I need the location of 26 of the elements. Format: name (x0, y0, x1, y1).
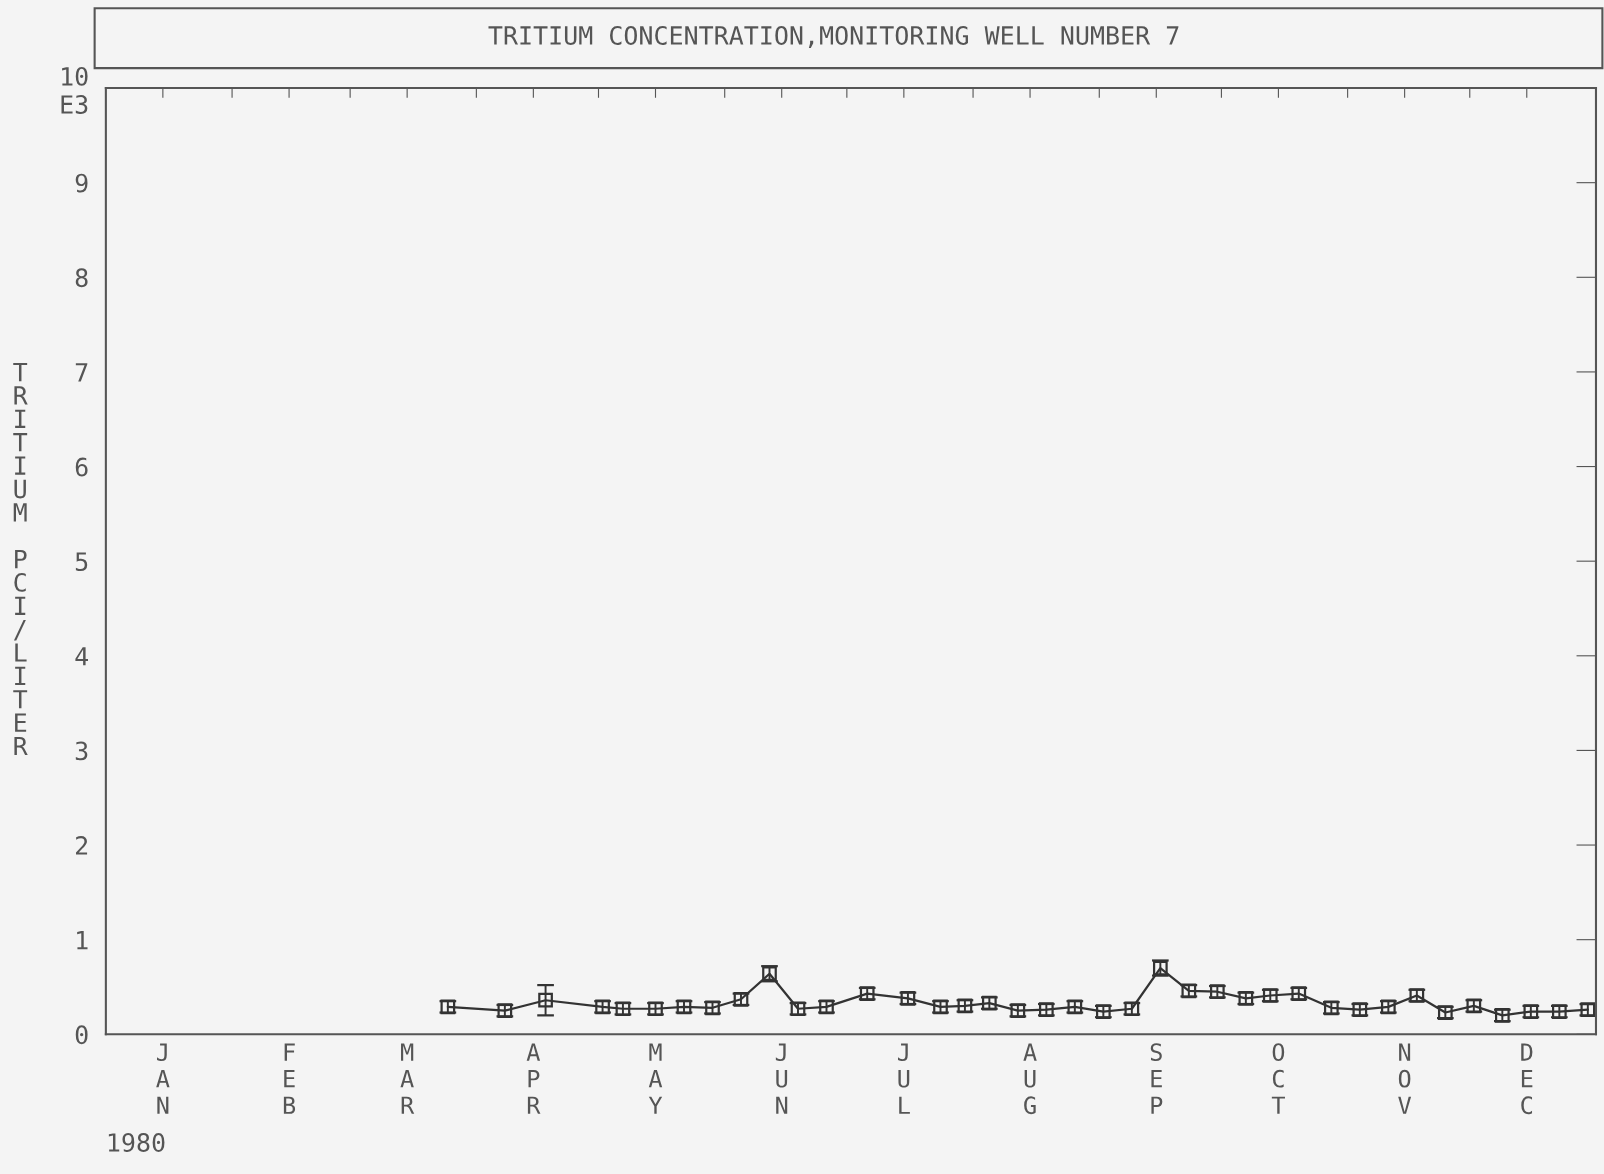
y-tick-label: 10 E3 (61, 66, 88, 114)
x-tick-label: APR (526, 1043, 541, 1114)
y-tick-label: 0 (75, 1025, 88, 1045)
x-tick-label: FEB (283, 1043, 296, 1114)
x-tick-label: OCT (1271, 1043, 1285, 1114)
y-tick-label: 3 (75, 741, 88, 761)
x-tick-label: DEC (1521, 1043, 1533, 1115)
y-tick-label: 6 (75, 457, 88, 477)
y-tick-label: 2 (76, 836, 88, 855)
y-tick-label: 8 (75, 268, 88, 288)
y-tick-label: 5 (75, 552, 88, 572)
x-tick-label: AUG (1023, 1043, 1037, 1115)
x-tick-label: JUL (898, 1043, 910, 1114)
text: 1980 (108, 1133, 165, 1152)
text: TRITIUM PCI/LITER (13, 362, 28, 756)
x-tick-label: JUN (775, 1043, 788, 1114)
chart-title: TRITIUM CONCENTRATION,MONITORING WELL NUMBER 7 (488, 25, 1179, 49)
x-tick-label: MAY (648, 1043, 663, 1114)
x-tick-label: MAR (400, 1043, 415, 1114)
x-tick-label: NOV (1398, 1043, 1412, 1114)
y-tick-label: 1 (77, 931, 88, 950)
x-tick-label: SEP (1150, 1043, 1163, 1114)
x-tick-label: JAN (156, 1043, 170, 1114)
y-tick-label: 7 (75, 363, 88, 382)
y-tick-label: 9 (75, 173, 88, 193)
y-tick-label: 4 (75, 647, 88, 666)
